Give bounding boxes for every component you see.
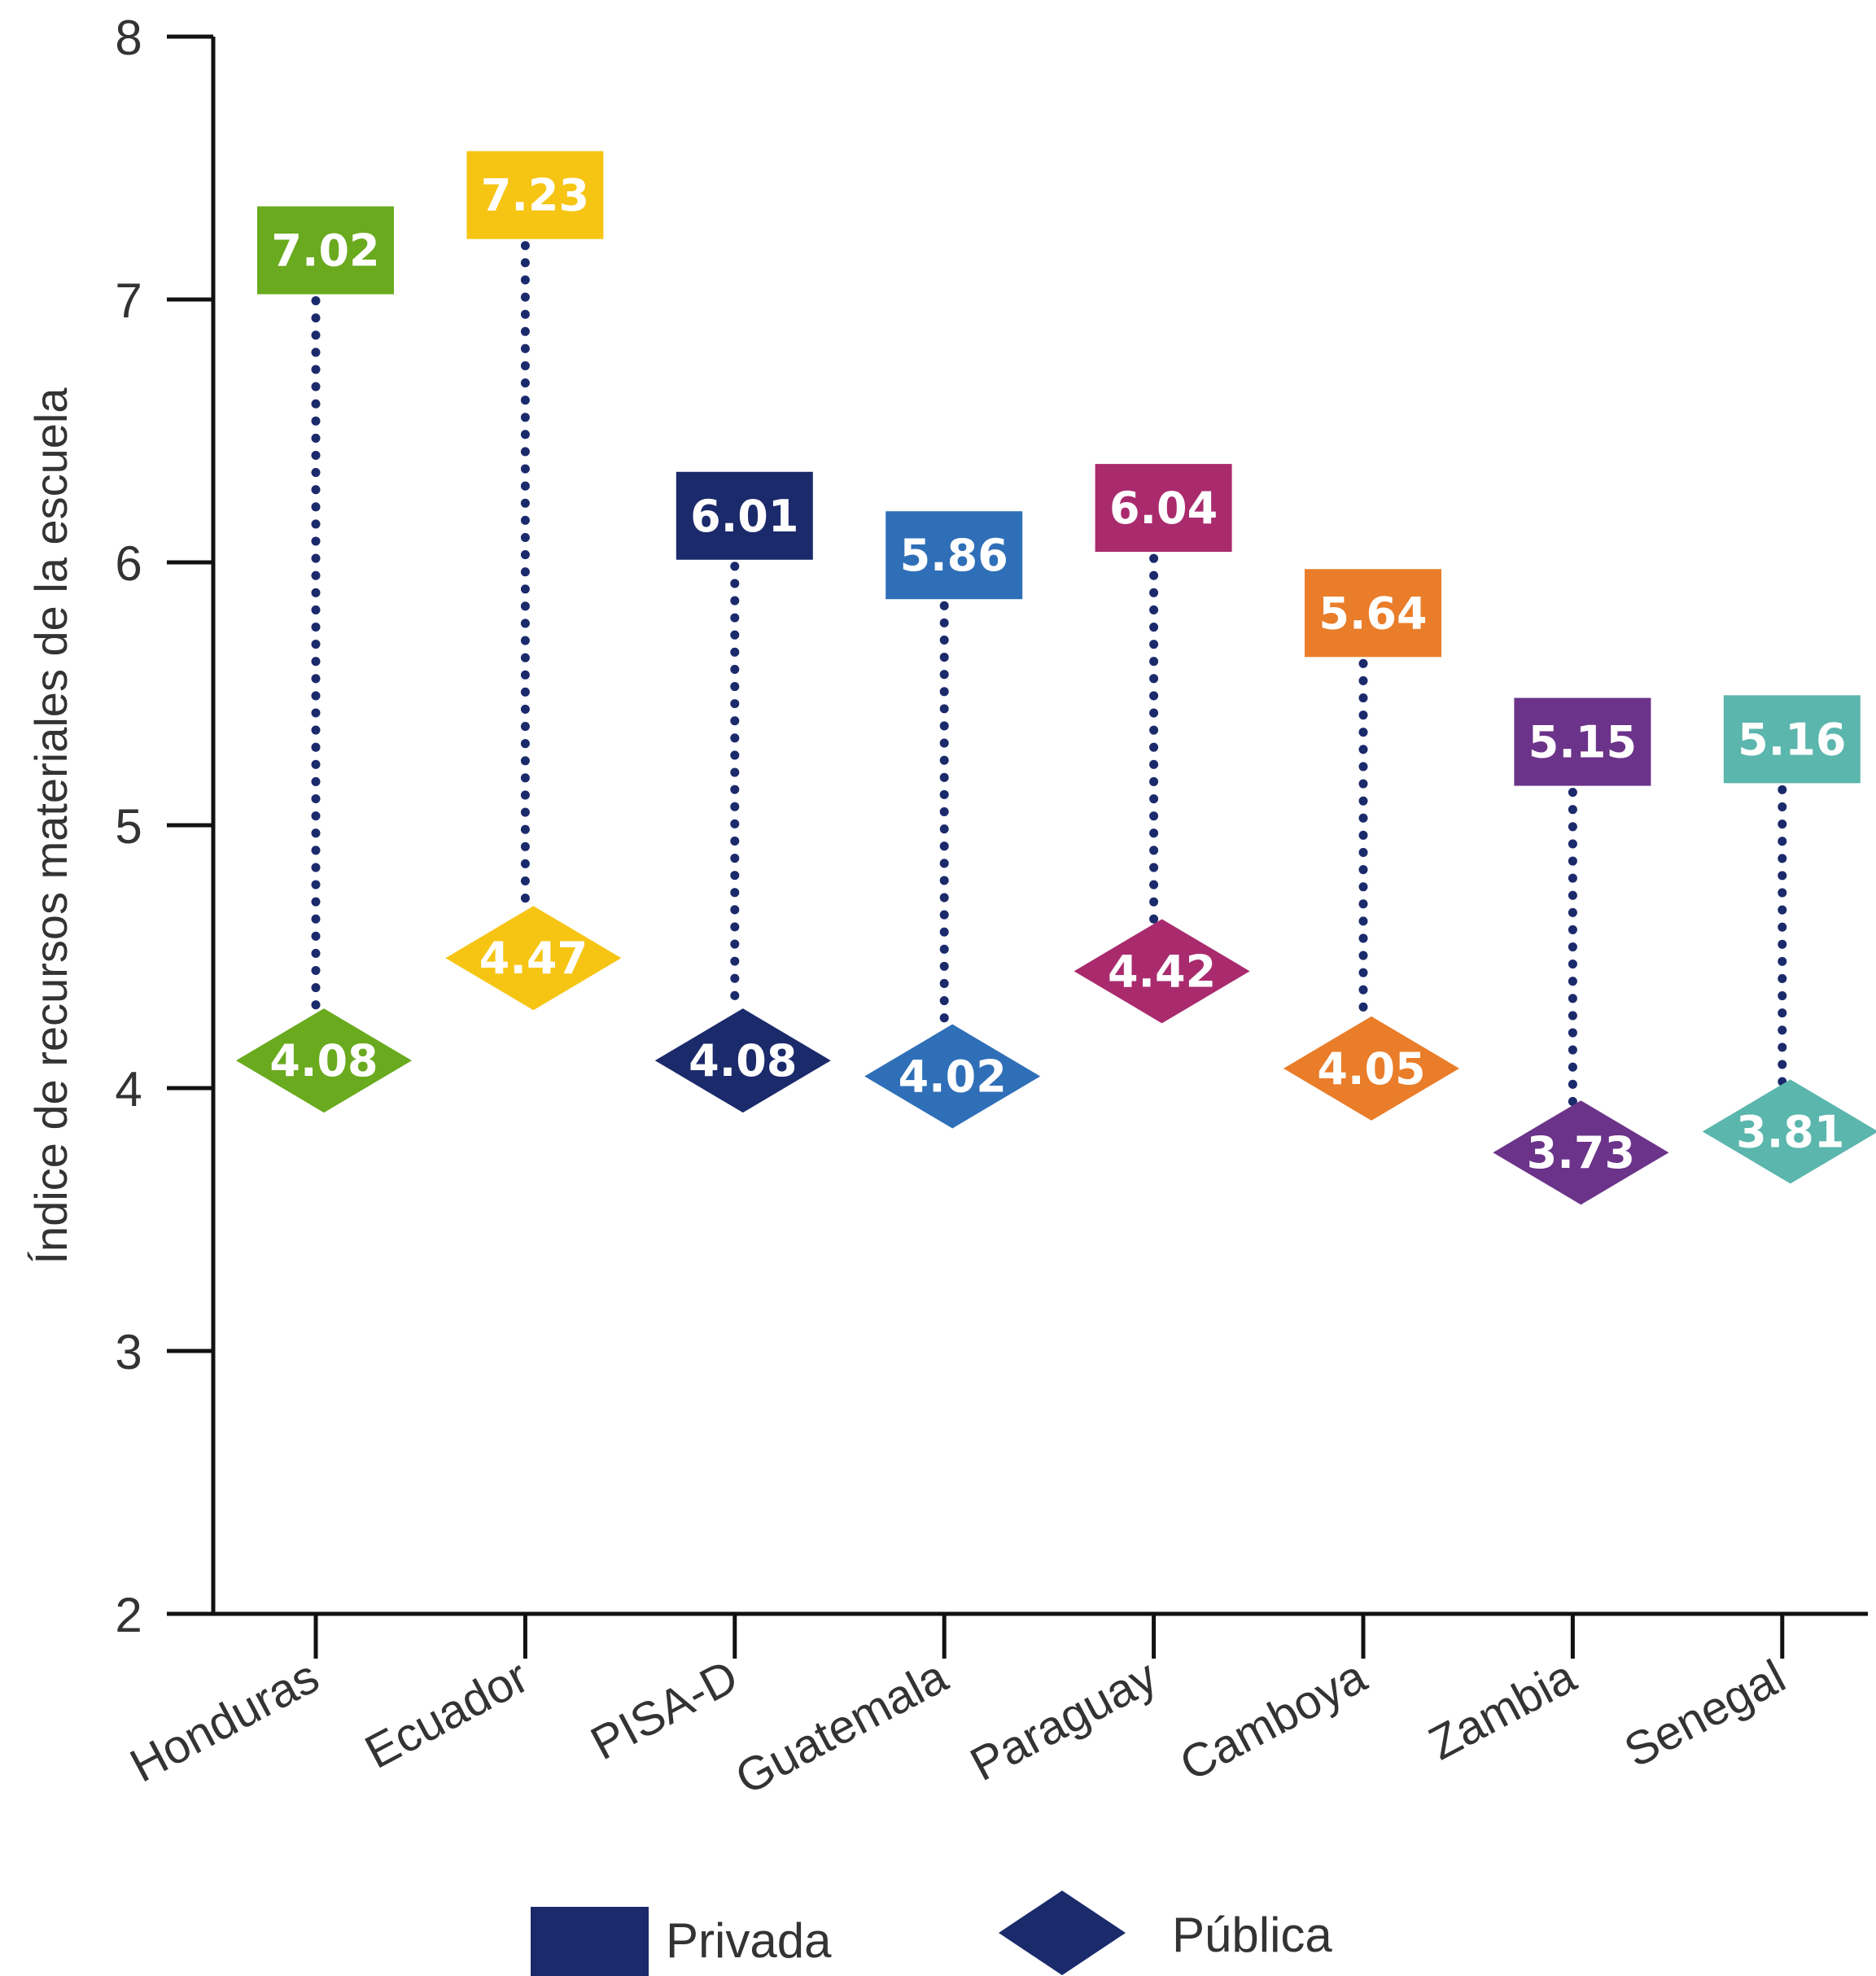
category-label: Senegal: [1616, 1650, 1793, 1777]
connector-lines: [311, 241, 1787, 1108]
publica-marker: [1702, 1079, 1876, 1184]
y-tick-label: 3: [115, 1325, 142, 1379]
category-label: Paraguay: [962, 1650, 1165, 1791]
privada-marker: [1514, 697, 1651, 786]
y-tick-label: 7: [115, 273, 142, 328]
privada-marker: [1305, 569, 1441, 658]
privada-value-label: 7.02: [271, 225, 379, 277]
publica-marker: [864, 1024, 1041, 1129]
publica-value-label: 4.08: [689, 1035, 797, 1086]
publica-value-label: 4.08: [269, 1035, 378, 1086]
publica-value-label: 4.47: [479, 933, 588, 984]
privada-value-label: 6.01: [690, 491, 798, 542]
legend: Privada Pública: [531, 1891, 1332, 1976]
privada-value-label: 5.16: [1738, 714, 1846, 765]
privada-marker: [1095, 464, 1232, 553]
publica-value-label: 4.02: [899, 1051, 1007, 1103]
publica-value-label: 3.81: [1736, 1106, 1844, 1157]
publica-marker: [1074, 919, 1250, 1024]
privada-value-label: 5.86: [900, 530, 1008, 581]
privada-marker: [886, 511, 1023, 600]
legend-publica-swatch: [999, 1891, 1126, 1975]
category-label: Camboya: [1171, 1650, 1375, 1791]
publica-marker: [1493, 1100, 1669, 1205]
category-label: Guatemala: [727, 1650, 956, 1805]
privada-marker: [257, 206, 394, 295]
category-label: Ecuador: [356, 1650, 536, 1779]
privada-marker: [466, 151, 604, 239]
publica-value-label: 4.05: [1317, 1043, 1425, 1095]
publica-value-label: 3.73: [1527, 1127, 1635, 1178]
y-tick-label: 4: [115, 1062, 142, 1117]
category-label: Honduras: [122, 1650, 328, 1792]
y-axis: 2 3 4 5 6 7 8: [115, 11, 216, 1642]
legend-publica-label: Pública: [1172, 1908, 1332, 1962]
privada-value-label: 6.04: [1109, 483, 1218, 534]
privada-value-label: 5.64: [1318, 588, 1427, 639]
privada-marker: [676, 471, 813, 560]
y-tick-label: 2: [115, 1588, 142, 1642]
legend-privada-swatch: [531, 1907, 649, 1976]
privada-value-label: 5.15: [1528, 717, 1637, 768]
y-axis-label: Índice de recursos materiales de la escu…: [25, 387, 77, 1265]
publica-marker: [1283, 1016, 1459, 1121]
publica-marker: [445, 906, 622, 1011]
publica-marker: [654, 1008, 831, 1113]
y-tick-label: 8: [115, 11, 142, 65]
privada-marker: [1723, 695, 1861, 784]
publica-value-label: 4.42: [1108, 946, 1216, 997]
publica-marker: [236, 1008, 412, 1113]
y-tick-label: 6: [115, 536, 142, 591]
legend-privada-label: Privada: [666, 1913, 832, 1968]
privada-value-label: 7.23: [481, 170, 589, 221]
category-label: Zambia: [1420, 1650, 1585, 1771]
category-label: PISA-D: [583, 1650, 746, 1770]
markers: 7.02 4.08 7.23 4.47 6.01 4.08 5.86 4.02 6.04 4.42…: [236, 151, 1876, 1205]
y-tick-label: 5: [115, 799, 142, 854]
